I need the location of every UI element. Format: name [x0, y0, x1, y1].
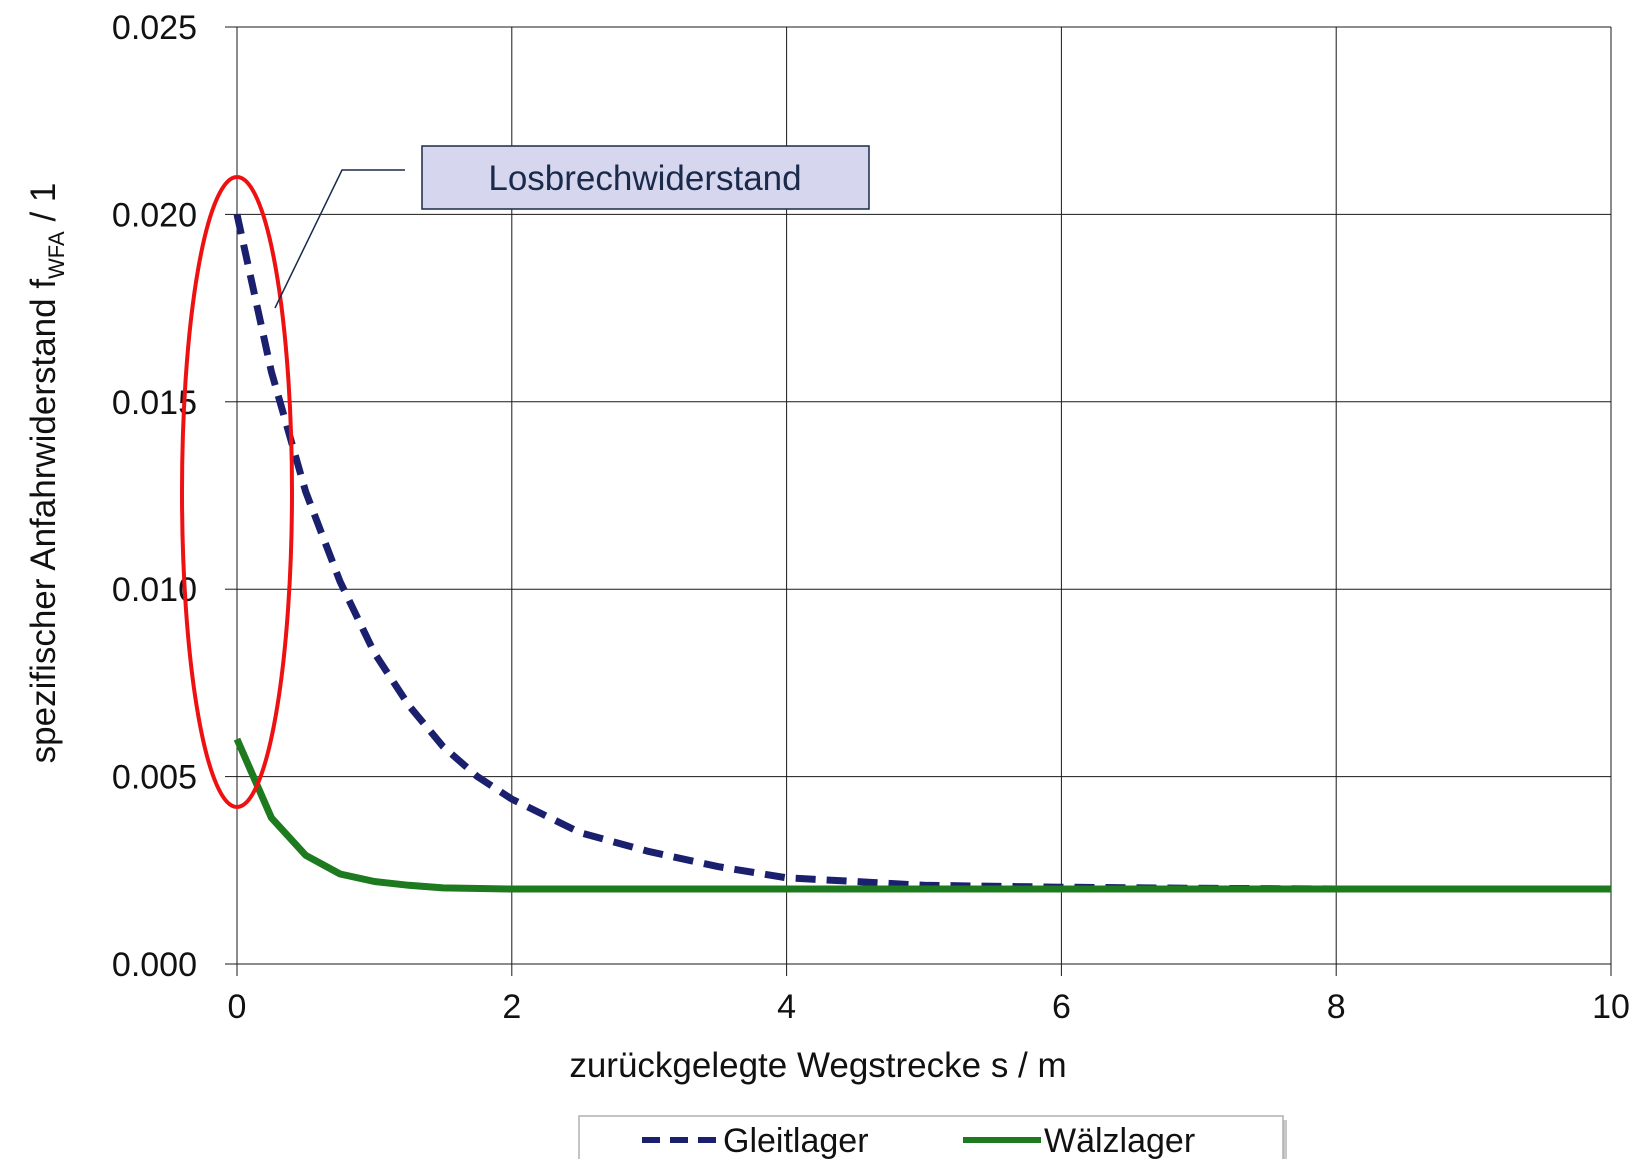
annotation-box — [421, 145, 870, 210]
y-axis-label-main: spezifischer Anfahrwiderstand f — [24, 279, 63, 764]
x-tick-label: 10 — [1592, 988, 1630, 1026]
x-tick-label: 0 — [228, 988, 247, 1026]
x-tick-label: 4 — [777, 988, 796, 1026]
y-tick-label: 0.025 — [112, 9, 197, 47]
y-tick-label: 0.020 — [112, 196, 197, 234]
y-axis-label-unit: / 1 — [24, 183, 63, 232]
series-lines — [233, 213, 1611, 893]
legend: Gleitlager Wälzlager — [578, 1115, 1287, 1159]
legend-label-waelzlager: Wälzlager — [1044, 1122, 1195, 1159]
annotation-leader-line — [274, 169, 405, 309]
legend-frame — [578, 1115, 1284, 1159]
x-tick-label: 2 — [502, 988, 521, 1026]
x-axis-ticks: 0 2 4 6 8 10 — [228, 964, 1630, 1026]
series-line-gleitlager — [233, 213, 1611, 893]
y-tick-label: 0.005 — [112, 759, 197, 797]
grid — [236, 26, 1612, 965]
highlight-ellipse — [180, 175, 294, 809]
series-line-waelzlager — [233, 737, 1611, 893]
y-axis-label-subscript: WFA — [44, 231, 69, 279]
y-tick-label: 0.000 — [112, 946, 197, 984]
legend-label-gleitlager: Gleitlager — [723, 1122, 869, 1159]
annotation-label: Losbrechwiderstand — [488, 159, 801, 198]
x-axis-label: zurückgelegte Wegstrecke s / m — [569, 1046, 1066, 1085]
y-axis-label: spezifischer Anfahrwiderstand fWFA / 1 — [24, 183, 69, 764]
x-tick-label: 6 — [1052, 988, 1071, 1026]
x-tick-label: 8 — [1327, 988, 1346, 1026]
